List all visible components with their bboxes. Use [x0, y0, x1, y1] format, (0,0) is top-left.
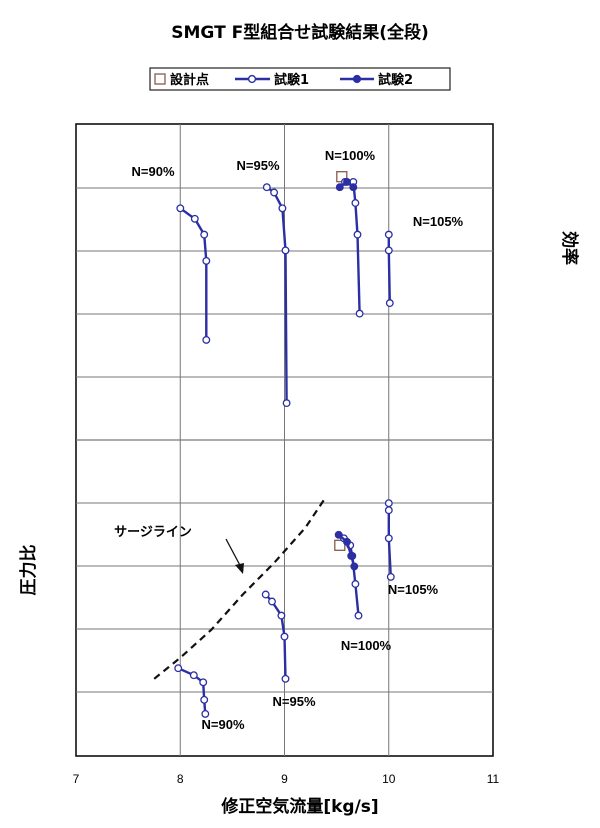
chart-title: SMGT F型組合せ試験結果(全段) [171, 22, 428, 43]
x-axis-label: 修正空気流量[kg/s] [220, 796, 378, 817]
surge-line-label: サージライン [114, 525, 192, 540]
efficiency-test1-series-1-point [262, 183, 271, 192]
efficiency-speed-label: N=105% [413, 214, 464, 229]
efficiency-test1-series-3-point [385, 299, 394, 308]
pressure-ratio-test1-series-0-point [201, 709, 210, 718]
pressure-ratio-test1-series-3-point [384, 499, 393, 508]
efficiency-test1-series-2-point [353, 230, 362, 239]
pressure-ratio-test1-series-0-point [200, 695, 209, 704]
efficiency-test1-series-0-point [190, 214, 199, 223]
pressure-ratio-test1-series-1-point [281, 674, 290, 683]
pressure-ratio-test1-series-0-point [189, 671, 198, 680]
pressure-ratio-test2-series-line [337, 533, 356, 567]
series-layer [174, 171, 395, 718]
x-tick-label: 10 [382, 772, 396, 786]
efficiency-test2-series-point [343, 177, 351, 186]
x-tick-label: 8 [177, 772, 184, 786]
y-axis-label-pressure-ratio: 圧力比 [18, 545, 39, 596]
annotations: N=90% N=95% N=100% N=105% N=90% N=95% N=100% N=… [114, 148, 463, 732]
design-point-pressure-ratio [334, 539, 346, 551]
pressure-ratio-speed-label: N=90% [202, 717, 245, 732]
legend-design-point-marker [154, 73, 166, 85]
legend-label-design-point: 設計点 [170, 72, 209, 88]
pressure-ratio-test1-series-2-point [354, 611, 363, 620]
efficiency-test1-series-2-point [351, 199, 360, 207]
pressure-ratio-test2-series-point [347, 551, 356, 560]
pressure-ratio-test1-series-1-point [268, 597, 276, 606]
surge-label-arrowhead [235, 563, 244, 574]
y-axis-label-efficiency: 効率 [559, 231, 580, 265]
efficiency-test1-series-0-point [202, 335, 211, 344]
pressure-ratio-test1-series-2-line [343, 537, 360, 616]
pressure-ratio-test1-series-3-point [384, 534, 393, 543]
grid [76, 124, 493, 756]
efficiency-test1-series-0-point [202, 256, 211, 265]
x-tick-label: 11 [487, 772, 500, 786]
efficiency-test1-series-1-line [266, 186, 288, 404]
x-tick-label: 9 [281, 772, 288, 786]
efficiency-test1-series-3-point [384, 246, 393, 255]
efficiency-test1-series-1-point [282, 399, 291, 408]
pressure-ratio-test2-series-point [350, 562, 359, 571]
pressure-ratio-test1-series-2-point [351, 580, 360, 588]
legend-test1-marker [247, 74, 257, 84]
x-tick-label: 7 [73, 772, 80, 786]
pressure-ratio-test1-series-0-point [199, 678, 208, 687]
efficiency-test2-series-point [349, 183, 358, 192]
legend-test2-marker [352, 74, 362, 84]
surge-line-path [153, 499, 326, 680]
pressure-ratio-test1-series-0-point [174, 664, 183, 673]
surge-line [153, 499, 326, 680]
efficiency-speed-label: N=90% [132, 164, 175, 179]
x-ticks: 7 8 9 10 11 [73, 772, 500, 786]
efficiency-test1-series-3-line [387, 234, 391, 304]
efficiency-speed-label: N=95% [237, 158, 280, 173]
pressure-ratio-speed-label: N=95% [273, 694, 316, 709]
efficiency-test1-series-0-point [176, 204, 185, 213]
efficiency-test1-series-1-point [278, 204, 287, 213]
legend: 設計点 試験1 試験2 [149, 67, 451, 91]
efficiency-test1-series-2-point [355, 309, 364, 318]
efficiency-test1-series-0-point [200, 230, 209, 239]
pressure-ratio-speed-label: N=100% [341, 638, 392, 653]
pressure-ratio-test1-series-1-point [280, 632, 289, 641]
efficiency-test2-series-point [335, 183, 344, 192]
pressure-ratio-test2-series-point [334, 530, 343, 539]
pressure-ratio-test1-series-3-point [384, 506, 393, 515]
legend-box [149, 67, 451, 91]
legend-label-test2: 試験2 [378, 72, 413, 88]
pressure-ratio-speed-label: N=105% [388, 582, 439, 597]
pressure-ratio-test1-series-1-point [277, 611, 286, 620]
efficiency-test1-series-1-point [281, 246, 290, 255]
efficiency-test1-series-0-line [179, 207, 208, 340]
pressure-ratio-test2-series-point [343, 537, 351, 546]
efficiency-test1-series-3-point [384, 230, 393, 239]
pressure-ratio-test1-series-3-point [386, 572, 395, 581]
pressure-ratio-test1-series-1-point [261, 590, 270, 599]
legend-label-test1: 試験1 [274, 72, 309, 88]
efficiency-test1-series-1-point [270, 188, 279, 197]
efficiency-speed-label: N=100% [325, 148, 376, 163]
